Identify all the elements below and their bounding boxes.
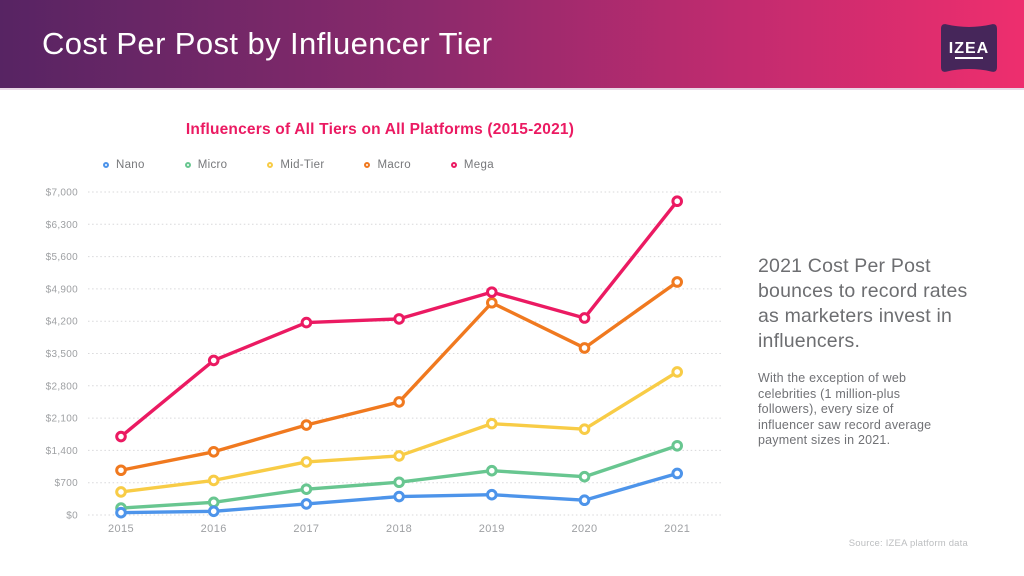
y-tick-label: $2,100: [46, 414, 79, 425]
y-tick-label: $4,900: [46, 284, 79, 295]
legend-item-micro: Micro: [184, 159, 228, 171]
y-tick-label: $5,600: [46, 252, 79, 263]
y-tick-label: $3,500: [46, 349, 79, 360]
legend-label-mid-tier: Mid-Tier: [280, 159, 325, 171]
legend-label-nano: Nano: [116, 159, 145, 171]
data-point-mega: [671, 195, 684, 208]
legend-item-mega: Mega: [450, 159, 494, 171]
y-tick-label: $4,200: [46, 317, 79, 328]
data-point-macro: [486, 296, 498, 309]
chart-title: Influencers of All Tiers on All Platform…: [185, 121, 575, 138]
y-tick-label: $1,400: [46, 446, 79, 457]
data-point-mid-tier: [393, 450, 405, 462]
header-bar: Cost Per Post by Influencer Tier IZEA: [0, 0, 1024, 90]
legend-marker-mid-tier-icon: [267, 162, 274, 168]
data-point-mid-tier: [578, 423, 591, 435]
izea-logo-text: IZEA: [949, 40, 989, 57]
data-point-nano: [578, 494, 591, 507]
data-point-mega: [207, 354, 220, 367]
legend-item-mid-tier: Mid-Tier: [267, 159, 324, 171]
y-tick-label: $700: [55, 478, 79, 489]
x-tick-label: 2021: [664, 523, 690, 535]
data-point-mid-tier: [115, 486, 127, 498]
data-point-nano: [393, 490, 405, 503]
data-point-mid-tier: [486, 417, 498, 430]
data-point-micro: [300, 483, 313, 495]
legend-marker-macro-icon: [364, 162, 371, 168]
data-point-micro: [393, 476, 405, 489]
data-point-mid-tier: [207, 474, 220, 487]
x-tick-label: 2016: [201, 523, 227, 535]
data-point-micro: [578, 470, 591, 483]
source-note: Source: IZEA platform data: [848, 538, 968, 549]
data-point-nano: [300, 498, 313, 510]
legend-label-micro: Micro: [197, 159, 228, 171]
data-point-macro: [207, 445, 220, 458]
data-point-mega: [578, 312, 591, 324]
legend-label-mega: Mega: [463, 159, 494, 171]
legend-marker-mega-icon: [450, 162, 457, 168]
data-point-macro: [671, 276, 684, 288]
data-point-mega: [486, 286, 498, 298]
izea-logo-frame: [941, 24, 997, 72]
y-tick-label: $0: [66, 511, 78, 522]
data-point-nano: [486, 488, 498, 501]
x-tick-label: 2018: [386, 523, 412, 535]
data-point-nano: [115, 506, 127, 519]
data-point-micro: [486, 464, 498, 477]
legend-label-macro: Macro: [377, 159, 411, 171]
data-point-mid-tier: [300, 456, 313, 468]
data-point-macro: [115, 464, 127, 477]
data-point-mega: [393, 313, 405, 325]
x-tick-label: 2020: [571, 523, 597, 535]
izea-logo-underline: [955, 57, 983, 59]
legend-item-nano: Nano: [103, 159, 145, 171]
x-tick-label: 2015: [108, 523, 134, 535]
legend-marker-nano-icon: [103, 162, 109, 168]
data-point-mega: [115, 430, 127, 443]
legend-marker-micro-icon: [184, 162, 191, 168]
data-point-nano: [671, 467, 684, 480]
data-point-micro: [671, 439, 684, 452]
data-point-mid-tier: [671, 366, 684, 378]
x-tick-label: 2017: [293, 523, 319, 535]
y-tick-label: $6,300: [46, 220, 79, 231]
data-point-micro: [207, 496, 220, 509]
chart-legend: Nano Micro Mid-Tier Macro Mega: [103, 159, 494, 171]
insight-heading: 2021 Cost Per Post bounces to record rat…: [758, 255, 968, 352]
izea-logo: IZEA: [941, 24, 997, 72]
data-point-macro: [393, 396, 405, 408]
legend-item-macro: Macro: [364, 159, 411, 171]
data-point-nano: [207, 505, 220, 518]
y-tick-label: $2,800: [46, 381, 79, 392]
data-point-macro: [578, 342, 591, 354]
page-title: Cost Per Post by Influencer Tier: [42, 26, 493, 61]
data-point-mega: [300, 316, 313, 329]
series-line-macro: [119, 280, 679, 472]
y-tick-label: $7,000: [46, 188, 79, 199]
chart-svg: $0 $700 $1,400 $2,100 $2,800 $3,500 $4,200 $4,9…: [46, 188, 722, 535]
data-point-macro: [300, 419, 313, 431]
insight-body: With the exception of web celebrities (1…: [758, 371, 932, 447]
x-tick-label: 2019: [479, 523, 505, 535]
